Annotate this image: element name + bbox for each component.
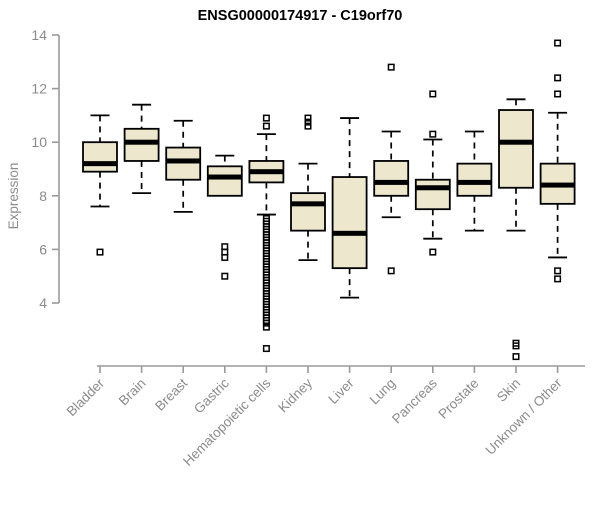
box-group-skin: Skin xyxy=(494,98,534,405)
y-tick-label: 14 xyxy=(31,27,47,43)
outlier-point xyxy=(554,275,562,283)
x-tick-label-lung: Lung xyxy=(366,376,398,408)
median-line xyxy=(166,158,201,164)
x-tick-label-breast: Breast xyxy=(152,375,190,413)
outlier-point xyxy=(96,248,104,256)
box-group-pancreas: Pancreas xyxy=(389,90,451,426)
box-rect xyxy=(414,178,451,211)
box-rect xyxy=(456,162,493,197)
x-tick-label-bladder: Bladder xyxy=(64,375,108,419)
box-group-breast: Breast xyxy=(152,119,202,414)
y-tick-label: 8 xyxy=(39,188,47,204)
outlier-point xyxy=(262,114,270,122)
outlier-point xyxy=(512,353,520,361)
x-tick-label-unknown-other: Unknown / Other xyxy=(482,375,565,458)
x-tick-label-gastric: Gastric xyxy=(191,375,232,416)
box-rect xyxy=(82,141,118,173)
x-tick-label-liver: Liver xyxy=(325,375,357,407)
box-rect xyxy=(206,165,243,197)
y-tick-label: 10 xyxy=(31,134,47,150)
box-rect xyxy=(165,146,202,181)
median-line xyxy=(540,182,575,188)
outlier-point xyxy=(554,39,562,47)
box-group-gastric: Gastric xyxy=(191,154,243,416)
box-rect xyxy=(123,127,160,162)
x-tick-label-prostate: Prostate xyxy=(435,376,481,422)
outlier-point xyxy=(387,267,395,275)
chart-title: ENSG00000174917 - C19orf70 xyxy=(198,8,403,24)
box-group-lung: Lung xyxy=(366,63,410,408)
outlier-point xyxy=(554,74,562,82)
outlier-point xyxy=(304,114,312,122)
outlier-point xyxy=(512,342,520,350)
x-tick-label-brain: Brain xyxy=(116,376,149,409)
median-line xyxy=(207,174,242,180)
outlier-point xyxy=(429,248,437,256)
box-rect xyxy=(498,109,534,189)
outlier-point xyxy=(262,319,270,327)
outlier-point xyxy=(221,272,229,280)
y-tick-label: 12 xyxy=(31,81,47,97)
box-rect xyxy=(373,160,410,197)
x-tick-label-kidney: Kidney xyxy=(275,375,315,415)
y-tick-label: 4 xyxy=(39,295,47,311)
median-line xyxy=(249,169,284,175)
outlier-point xyxy=(554,267,562,275)
box-group-bladder: Bladder xyxy=(64,114,118,419)
median-line xyxy=(332,230,367,236)
median-line xyxy=(374,179,409,185)
y-tick-label: 6 xyxy=(39,241,47,257)
median-line xyxy=(124,139,159,145)
box-group-brain: Brain xyxy=(116,103,160,409)
box-rect xyxy=(331,176,368,270)
x-tick-label-skin: Skin xyxy=(494,376,523,405)
median-line xyxy=(457,179,492,185)
outlier-point xyxy=(429,130,437,138)
median-line xyxy=(291,201,325,207)
box-group-liver: Liver xyxy=(325,117,368,407)
outlier-point xyxy=(262,122,270,130)
box-group-prostate: Prostate xyxy=(435,130,493,422)
median-line xyxy=(499,139,533,145)
median-line xyxy=(415,185,450,191)
outlier-point xyxy=(554,90,562,98)
outlier-point xyxy=(387,63,395,71)
y-axis-label: Expression xyxy=(6,163,21,230)
x-tick-label-pancreas: Pancreas xyxy=(389,375,440,426)
outlier-point xyxy=(304,122,312,130)
outlier-point xyxy=(304,118,312,126)
outlier-point xyxy=(429,90,437,98)
outlier-point xyxy=(221,253,229,261)
outlier-point xyxy=(262,323,270,331)
outlier-point xyxy=(262,345,270,353)
box-rect xyxy=(290,192,326,232)
median-line xyxy=(83,161,117,167)
